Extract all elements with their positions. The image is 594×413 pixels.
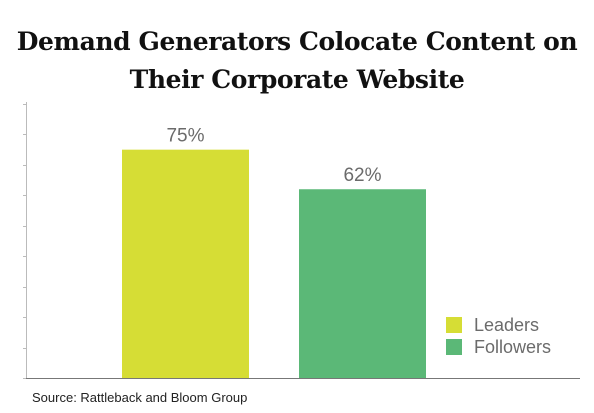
legend-swatch-leaders [446, 317, 462, 333]
legend-item-leaders: Leaders [446, 314, 551, 336]
source-note: Source: Rattleback and Bloom Group [32, 390, 248, 405]
chart-title-line-1: Demand Generators Colocate Content on [16, 26, 578, 56]
chart-title-line-2: Their Corporate Website [129, 64, 465, 94]
legend-label-leaders: Leaders [474, 314, 540, 335]
legend-swatch-followers [446, 339, 462, 355]
bar-followers [299, 189, 426, 378]
data-label-followers: 62% [343, 165, 381, 186]
chart-title: Demand Generators Colocate Content on Th… [0, 23, 594, 99]
bar-leaders [122, 149, 249, 378]
legend-label-followers: Followers [474, 336, 552, 357]
chart-legend: Leaders Followers [446, 314, 551, 358]
legend-item-followers: Followers [446, 336, 551, 358]
data-label-leaders: 75% [166, 126, 204, 147]
